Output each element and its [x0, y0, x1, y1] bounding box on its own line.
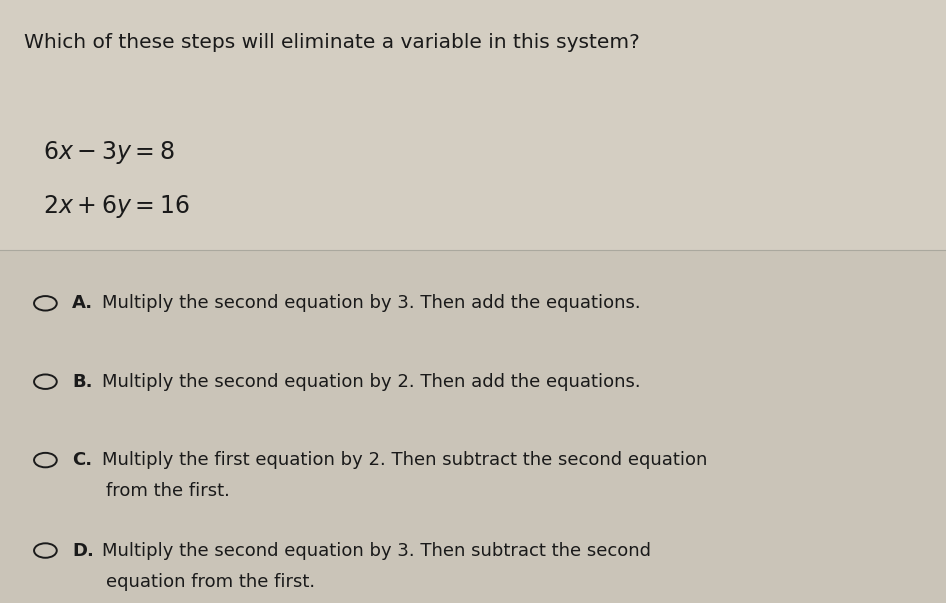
Text: D.: D. — [72, 541, 94, 560]
Bar — [0, 250, 946, 603]
Text: Multiply the second equation by 3. Then add the equations.: Multiply the second equation by 3. Then … — [102, 294, 640, 312]
Text: A.: A. — [72, 294, 93, 312]
Text: Multiply the second equation by 3. Then subtract the second: Multiply the second equation by 3. Then … — [102, 541, 651, 560]
Text: Which of these steps will eliminate a variable in this system?: Which of these steps will eliminate a va… — [24, 33, 639, 52]
Text: Multiply the second equation by 2. Then add the equations.: Multiply the second equation by 2. Then … — [102, 373, 640, 391]
Text: $6x - 3y = 8$: $6x - 3y = 8$ — [43, 139, 174, 166]
Text: equation from the first.: equation from the first. — [106, 573, 315, 591]
Text: Multiply the first equation by 2. Then subtract the second equation: Multiply the first equation by 2. Then s… — [102, 451, 708, 469]
Text: from the first.: from the first. — [106, 482, 230, 500]
Text: C.: C. — [72, 451, 92, 469]
Text: $2x + 6y = 16$: $2x + 6y = 16$ — [43, 193, 189, 220]
Text: B.: B. — [72, 373, 93, 391]
Bar — [0, 0, 946, 250]
